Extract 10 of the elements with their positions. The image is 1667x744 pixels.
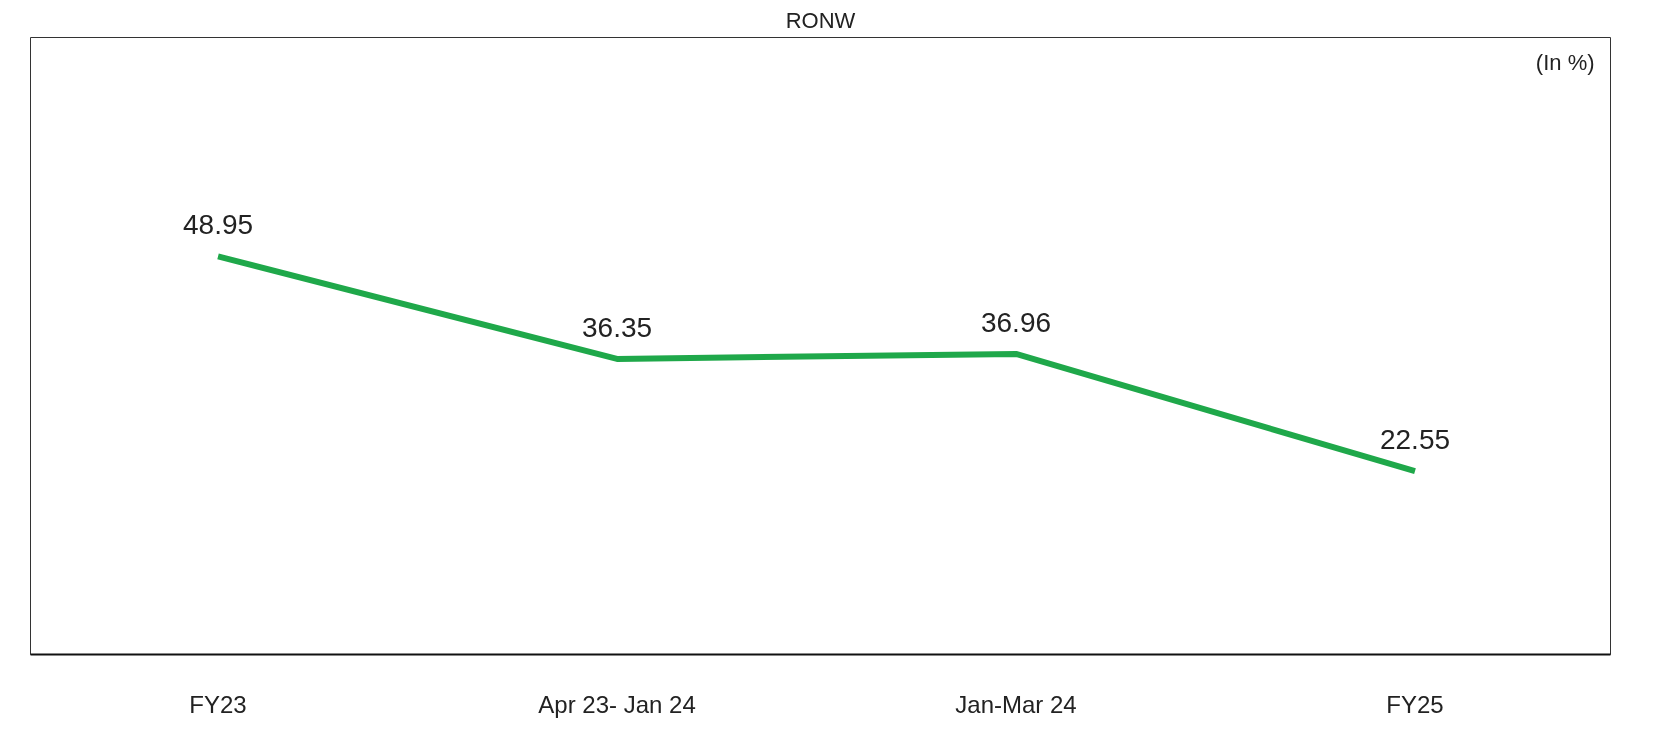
data-label: 36.96 [980, 306, 1052, 338]
data-label: 48.95 [182, 209, 254, 241]
x-tick-label: FY25 [1386, 690, 1444, 718]
data-label: 36.35 [581, 311, 653, 343]
x-tick-label: Jan-Mar 24 [955, 690, 1077, 718]
text: (In %) [1535, 49, 1595, 75]
x-tick-label: FY23 [189, 690, 247, 718]
x-tick-label: Apr 23- Jan 24 [538, 690, 696, 718]
data-label: 22.55 [1379, 424, 1451, 456]
chart-title: RONW [785, 7, 856, 33]
